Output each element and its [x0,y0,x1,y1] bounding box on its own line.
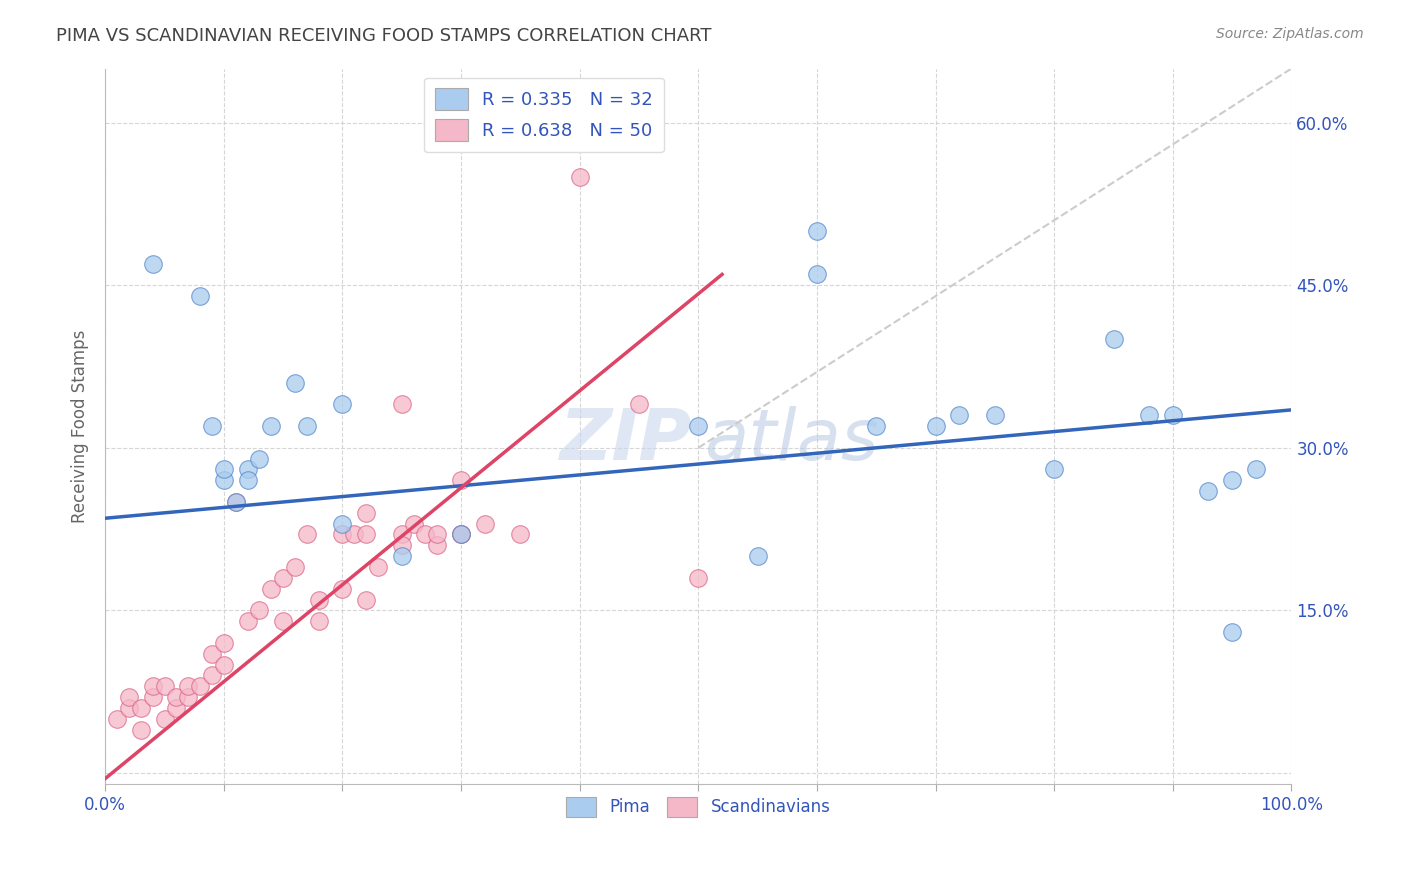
Point [688,571,710,585]
Point [129,723,152,737]
Point [165,690,187,704]
Point [201,419,224,434]
Point [354,592,377,607]
Point [225,495,247,509]
Point [212,462,235,476]
Point [924,419,946,434]
Point [415,527,437,541]
Text: PIMA VS SCANDINAVIAN RECEIVING FOOD STAMPS CORRELATION CHART: PIMA VS SCANDINAVIAN RECEIVING FOOD STAM… [56,27,711,45]
Point [271,614,294,628]
Point [806,224,828,238]
Point [188,289,211,303]
Point [391,549,413,564]
Point [1043,462,1066,476]
Point [391,397,413,411]
Point [1137,409,1160,423]
Point [212,473,235,487]
Point [236,473,259,487]
Point [212,636,235,650]
Point [332,516,354,531]
Point [984,409,1007,423]
Point [142,679,165,693]
Point [295,527,318,541]
Point [212,657,235,672]
Point [260,419,283,434]
Point [426,538,449,552]
Point [260,582,283,596]
Point [354,527,377,541]
Point [118,690,141,704]
Point [450,473,472,487]
Y-axis label: Receiving Food Stamps: Receiving Food Stamps [72,329,89,523]
Point [201,647,224,661]
Point [271,571,294,585]
Point [153,679,176,693]
Point [806,268,828,282]
Point [284,560,307,574]
Point [177,690,200,704]
Point [865,419,887,434]
Point [1102,333,1125,347]
Point [177,679,200,693]
Point [142,256,165,270]
Point [1161,409,1184,423]
Point [332,397,354,411]
Point [308,592,330,607]
Point [249,603,271,617]
Text: Source: ZipAtlas.com: Source: ZipAtlas.com [1216,27,1364,41]
Point [474,516,496,531]
Point [153,712,176,726]
Point [627,397,650,411]
Point [450,527,472,541]
Point [450,527,472,541]
Text: atlas: atlas [704,406,879,475]
Point [509,527,531,541]
Point [129,701,152,715]
Point [747,549,769,564]
Point [332,527,354,541]
Point [391,527,413,541]
Legend: Pima, Scandinavians: Pima, Scandinavians [558,789,838,825]
Text: ZIP: ZIP [560,406,692,475]
Point [236,462,259,476]
Point [142,690,165,704]
Point [343,527,366,541]
Point [402,516,425,531]
Point [225,495,247,509]
Point [118,701,141,715]
Point [450,527,472,541]
Point [426,527,449,541]
Point [391,538,413,552]
Point [1197,484,1219,499]
Point [688,419,710,434]
Point [1220,473,1243,487]
Point [308,614,330,628]
Point [105,712,128,726]
Point [236,614,259,628]
Point [165,701,187,715]
Point [249,451,271,466]
Point [948,409,970,423]
Point [1220,625,1243,640]
Point [201,668,224,682]
Point [188,679,211,693]
Point [284,376,307,390]
Point [295,419,318,434]
Point [1244,462,1267,476]
Point [568,169,591,184]
Point [367,560,389,574]
Point [332,582,354,596]
Point [354,506,377,520]
